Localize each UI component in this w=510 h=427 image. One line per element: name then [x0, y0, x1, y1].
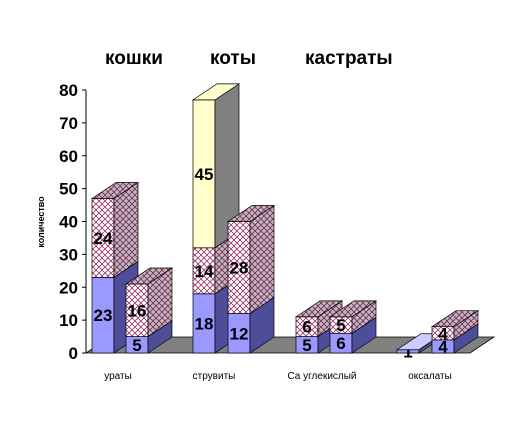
bar-top-face — [328, 300, 378, 318]
legend-label-neutered: кастраты — [305, 48, 393, 69]
bar-top-face — [430, 310, 480, 328]
data-label: 1 — [403, 342, 412, 361]
y-tick-label: 60 — [59, 147, 78, 166]
bar-stack: 12 28 — [226, 204, 276, 354]
category-label: оксалаты — [408, 371, 452, 382]
data-label: 23 — [94, 306, 113, 325]
y-tick-label: 70 — [59, 114, 78, 133]
category-label: ураты — [104, 371, 132, 382]
data-label: 18 — [195, 314, 214, 333]
bar-top-face — [294, 300, 344, 318]
bar-top-face — [191, 83, 241, 101]
category-label: Са углекислый — [287, 371, 356, 382]
data-label: 4 — [438, 337, 448, 356]
bar-stack: 65 — [328, 300, 378, 354]
data-label: 45 — [195, 165, 214, 184]
category-labels: ураты струвиты Са углекислый оксалаты — [104, 371, 452, 382]
data-label: 28 — [230, 259, 249, 278]
category-label: струвиты — [193, 371, 236, 382]
y-tick-label: 50 — [59, 180, 78, 199]
bar-stack: 56 — [294, 300, 344, 355]
data-label: 4 — [438, 324, 448, 343]
legend: кошки коты кастраты — [105, 48, 393, 69]
bar-segment-side — [249, 204, 275, 315]
data-label: 6 — [302, 318, 311, 337]
bar-top-face — [124, 267, 174, 285]
bar-top-face — [90, 182, 140, 199]
y-axis-label: количество — [36, 196, 46, 248]
bar-stack: 5 16 — [124, 267, 174, 355]
legend-label-toms: коты — [210, 48, 256, 69]
y-tick-label: 0 — [69, 344, 78, 363]
y-tick-label: 30 — [59, 245, 78, 264]
data-label: 5 — [132, 336, 141, 355]
y-tick-label: 80 — [59, 81, 78, 100]
data-label: 16 — [128, 301, 147, 320]
legend-label-cats: кошки — [105, 48, 163, 69]
bar-segment-side — [113, 181, 139, 279]
bar-top-face — [226, 205, 276, 222]
bar-stack: 44 — [430, 310, 480, 356]
data-label: 12 — [230, 324, 249, 343]
data-label: 24 — [94, 229, 113, 248]
y-tick-label: 20 — [59, 278, 78, 297]
data-label: 6 — [336, 334, 345, 353]
y-tick-label: 10 — [59, 311, 78, 330]
y-tick-label: 40 — [59, 213, 78, 232]
y-axis-ticks: 0 10 20 30 40 50 60 70 80 — [59, 81, 86, 363]
data-label: 5 — [336, 316, 345, 335]
data-label: 5 — [302, 336, 311, 355]
data-label: 14 — [195, 262, 214, 281]
